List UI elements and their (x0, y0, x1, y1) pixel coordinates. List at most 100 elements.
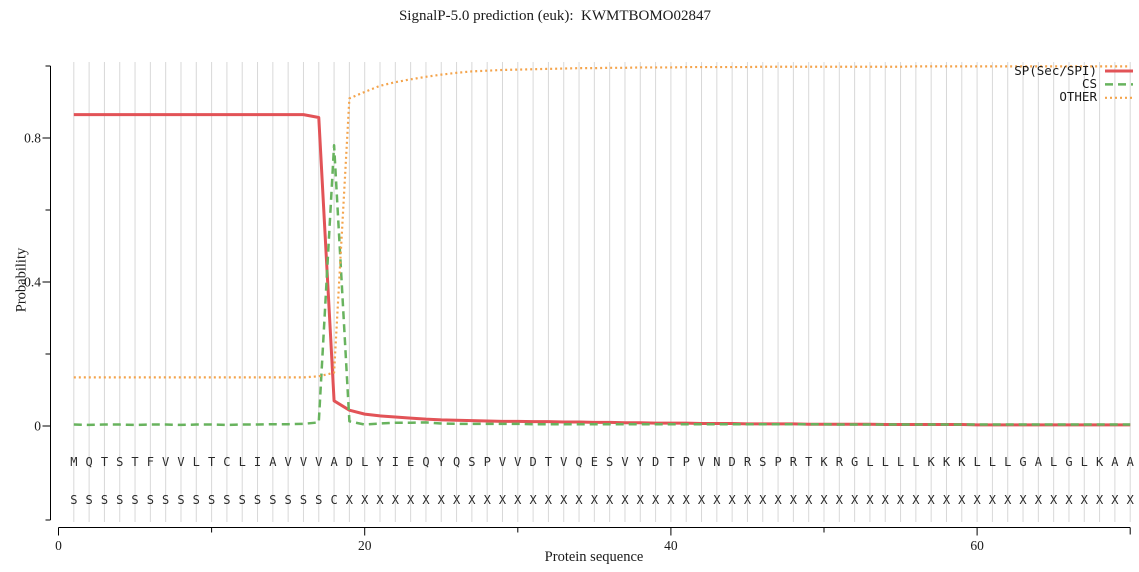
legend: SP(Sec/SPI) CS OTHER (1014, 62, 1103, 104)
residue-letter: L (897, 455, 904, 469)
residue-letter: X (468, 493, 476, 507)
residue-letter: K (943, 455, 951, 469)
residue-letter: X (1096, 493, 1104, 507)
residue-letter: Y (376, 455, 384, 469)
residue-letter: X (866, 493, 874, 507)
residue-letter: S (162, 493, 169, 507)
residue-letter: X (499, 493, 507, 507)
residue-letter: S (606, 455, 613, 469)
other-curve (73, 65, 1131, 379)
residue-letter: V (499, 455, 506, 469)
x-tick-label: 20 (358, 538, 372, 553)
residue-letter: V (177, 455, 184, 469)
residue-letter: X (989, 493, 997, 507)
residue-letter: X (1081, 493, 1089, 507)
residue-letter: G (1019, 455, 1026, 469)
residue-letter: Q (575, 455, 582, 469)
residue-letter: D (652, 455, 659, 469)
legend-label-sp: SP(Sec/SPI) (1014, 62, 1097, 78)
residue-letter: L (361, 455, 368, 469)
residue-letter: V (560, 455, 567, 469)
residue-letter: L (193, 455, 200, 469)
residue-letter: A (1111, 455, 1119, 469)
plot-gridlines (73, 62, 1131, 522)
residue-letter: G (851, 455, 858, 469)
residue-letter: P (774, 455, 781, 469)
residue-letter: R (836, 455, 844, 469)
residue-letter: Y (438, 455, 446, 469)
residue-letter: T (131, 455, 138, 469)
residue-letter: L (912, 455, 919, 469)
residue-letter: N (713, 455, 720, 469)
residue-letter: X (759, 493, 767, 507)
residue-letter: D (529, 455, 536, 469)
residue-letter: P (683, 455, 690, 469)
residue-letter: X (392, 493, 400, 507)
residue-letter: S (131, 493, 138, 507)
legend-label-cs: CS (1081, 75, 1097, 91)
x-tick-label: 40 (664, 538, 678, 553)
residue-letter: X (484, 493, 492, 507)
residue-letter: A (330, 455, 338, 469)
y-tick-label: 0 (34, 419, 41, 434)
residue-letter: L (989, 455, 996, 469)
residue-letter: D (729, 455, 736, 469)
residue-letter: X (744, 493, 752, 507)
residue-letter: S (300, 493, 307, 507)
residue-letter: S (208, 493, 215, 507)
residue-letter: T (805, 455, 812, 469)
residue-letter: X (698, 493, 706, 507)
legend-swatches (1105, 69, 1133, 99)
residue-letter: S (177, 493, 184, 507)
residue-letter: X (897, 493, 905, 507)
residue-letter: D (346, 455, 353, 469)
residue-letter: Q (422, 455, 429, 469)
residue-letter: T (208, 455, 215, 469)
residue-letter: S (116, 493, 123, 507)
residue-letter: S (254, 493, 261, 507)
x-axis-label: Protein sequence (544, 549, 644, 565)
residue-letter: R (790, 455, 798, 469)
y-axis-label: Probability (13, 247, 30, 313)
residue-letter: T (545, 455, 552, 469)
residue-letter: M (70, 455, 77, 469)
residue-letter: X (790, 493, 798, 507)
legend-item-cs: CS (1014, 75, 1103, 91)
residue-letter: X (1004, 493, 1012, 507)
residue-letter: V (698, 455, 705, 469)
residue-letter: I (254, 455, 261, 469)
residue-letter: G (1065, 455, 1072, 469)
residue-letter: X (376, 493, 384, 507)
residue-letter: S (468, 455, 475, 469)
residue-letter: Q (453, 455, 460, 469)
residue-letter: K (820, 455, 828, 469)
x-tick-labels: 0 20 40 60 (55, 538, 984, 553)
residue-letter: P (484, 455, 491, 469)
residue-letter: L (1050, 455, 1057, 469)
residue-letter: X (591, 493, 599, 507)
residue-letter: A (1127, 455, 1135, 469)
residue-letter: X (1050, 493, 1058, 507)
residue-letter: K (958, 455, 966, 469)
x-tick-label: 60 (970, 538, 984, 553)
residue-letter: X (1019, 493, 1027, 507)
residue-letter: X (958, 493, 966, 507)
residue-letter: V (514, 455, 521, 469)
residue-letter: X (1111, 493, 1119, 507)
residue-letter: X (683, 493, 691, 507)
residue-letter: S (86, 493, 93, 507)
y-tick-label: 0.8 (24, 131, 41, 146)
residue-letter: A (1035, 455, 1043, 469)
residue-letter: X (713, 493, 721, 507)
residue-letter: Y (637, 455, 645, 469)
residue-letter: V (315, 455, 322, 469)
residue-letter: V (162, 455, 169, 469)
residue-letter: X (652, 493, 660, 507)
residue-letter: X (805, 493, 813, 507)
residue-letter: E (407, 455, 414, 469)
residue-letter: S (315, 493, 322, 507)
